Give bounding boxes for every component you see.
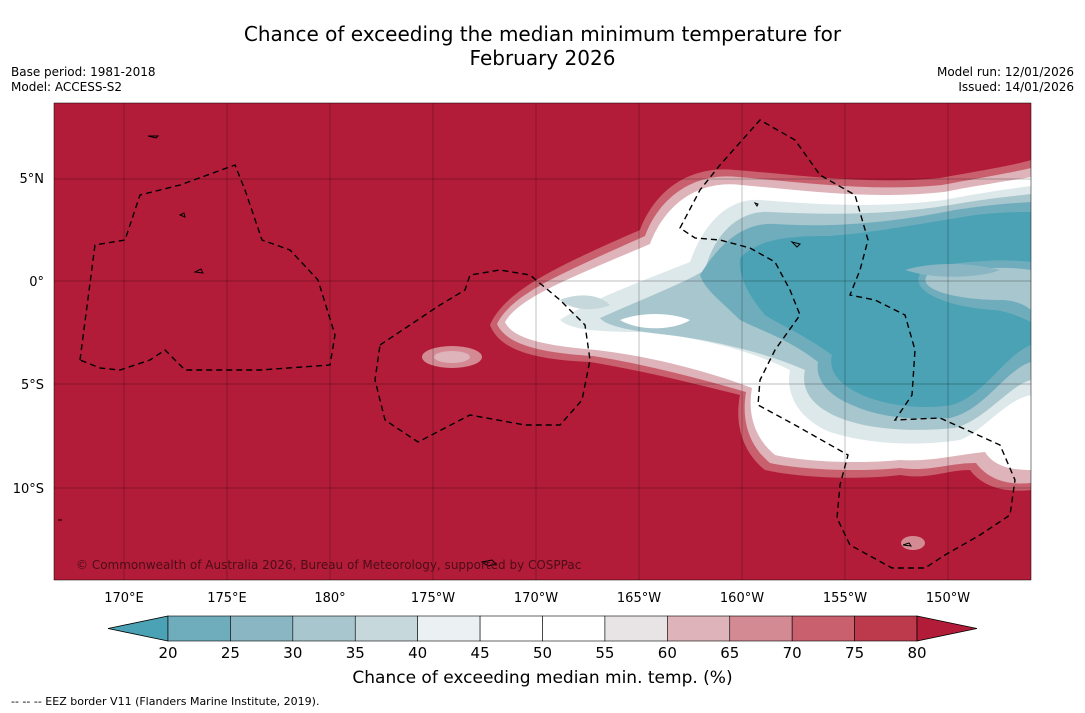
colorbar-segment: [854, 615, 918, 642]
contour-30-patch: [905, 264, 1000, 277]
contour-40-island-1: [560, 295, 610, 310]
lon-label-170e: 170°E: [104, 591, 144, 606]
colorbar-tick-label: 65: [720, 644, 739, 662]
gridlines: [54, 103, 1031, 580]
blob-70-south: [901, 536, 925, 550]
colorbar-segment: [791, 615, 855, 642]
colorbar-segment: [417, 615, 481, 642]
colorbar-segment: [667, 615, 731, 642]
island: [480, 559, 497, 567]
colorbar-tick-label: 70: [783, 644, 802, 662]
colorbar-tick-label: 35: [346, 644, 365, 662]
meta-right: Model run: 12/01/2026 Issued: 14/01/2026: [937, 65, 1074, 95]
colorbar-tick-label: 80: [907, 644, 926, 662]
lat-label-10s: 10°S: [13, 482, 44, 497]
eez-line-islands: [679, 119, 1016, 569]
island: [902, 542, 913, 547]
colorbar-tick-label: 20: [158, 644, 177, 662]
colorbar-over-arrow: [916, 615, 978, 642]
lon-label-155w: 155°W: [823, 591, 867, 606]
island: [790, 241, 801, 248]
colorbar-tick-label: 60: [658, 644, 677, 662]
meta-left: Base period: 1981-2018 Model: ACCESS-S2: [11, 65, 156, 95]
eez-kiribati-gilbert: [79, 164, 336, 371]
copyright-note: © Commonwealth of Australia 2026, Bureau…: [76, 558, 582, 572]
model-run: Model run: 12/01/2026: [936, 65, 1074, 79]
colorbar-segment: [292, 615, 356, 642]
lon-label-170w: 170°W: [514, 591, 558, 606]
map-frame: [53, 102, 1032, 581]
base-period: Base period: 1981-2018: [11, 65, 156, 79]
colorbar-under-arrow: [107, 615, 169, 642]
colorbar-tick-label: 45: [471, 644, 490, 662]
colorbar-tick-label: 40: [408, 644, 427, 662]
colorbar-title: Chance of exceeding median min. temp. (%…: [352, 668, 733, 688]
lat-label-5s: 5°S: [21, 378, 44, 393]
eez-footnote: -- -- -- EEZ border V11 (Flanders Marine…: [11, 695, 320, 708]
eez-phoenix: [374, 269, 591, 443]
eez-borders: [79, 119, 1016, 569]
lat-label-0: 0°: [29, 275, 44, 290]
colorbar-tick-label: 55: [595, 644, 614, 662]
lon-label-160w: 160°W: [720, 591, 764, 606]
lon-label-175w: 175°W: [411, 591, 455, 606]
island: [193, 268, 204, 274]
contour-20: [739, 212, 1031, 407]
colorbar-segment: [729, 615, 793, 642]
model-name: Model: ACCESS-S2: [11, 80, 123, 94]
colorbar-segment: [167, 615, 231, 642]
lon-label-175e: 175°E: [207, 591, 247, 606]
island: [147, 135, 160, 139]
title-line-2: February 2026: [469, 46, 616, 70]
island: [178, 212, 186, 218]
colorbar-tick-label: 30: [283, 644, 302, 662]
title-line-1: Chance of exceeding the median minimum t…: [243, 22, 842, 46]
colorbar-segment: [479, 615, 543, 642]
contour-45-patch: [620, 314, 690, 329]
lon-label-180: 180°: [314, 591, 345, 606]
lat-label-5n: 5°N: [20, 172, 45, 187]
lon-label-150w: 150°W: [926, 591, 970, 606]
colorbar: 20 25 30 35 40 45 50 55 60 65 70 75 80: [107, 615, 978, 662]
issued-date: Issued: 14/01/2026: [958, 80, 1074, 94]
island: [753, 202, 759, 207]
colorbar-segment: [230, 615, 294, 642]
blob-65: [434, 351, 470, 363]
colorbar-segment: [604, 615, 668, 642]
map-panel: [54, 103, 1031, 580]
colorbar-segment: [542, 615, 606, 642]
colorbar-tick-label: 50: [533, 644, 552, 662]
colorbar-tick-label: 25: [221, 644, 240, 662]
colorbar-tick-label: 75: [845, 644, 864, 662]
colorbar-segment: [354, 615, 418, 642]
map-title: Chance of exceeding the median minimum t…: [0, 22, 1085, 70]
islands: [58, 135, 913, 567]
lon-label-165w: 165°W: [617, 591, 661, 606]
